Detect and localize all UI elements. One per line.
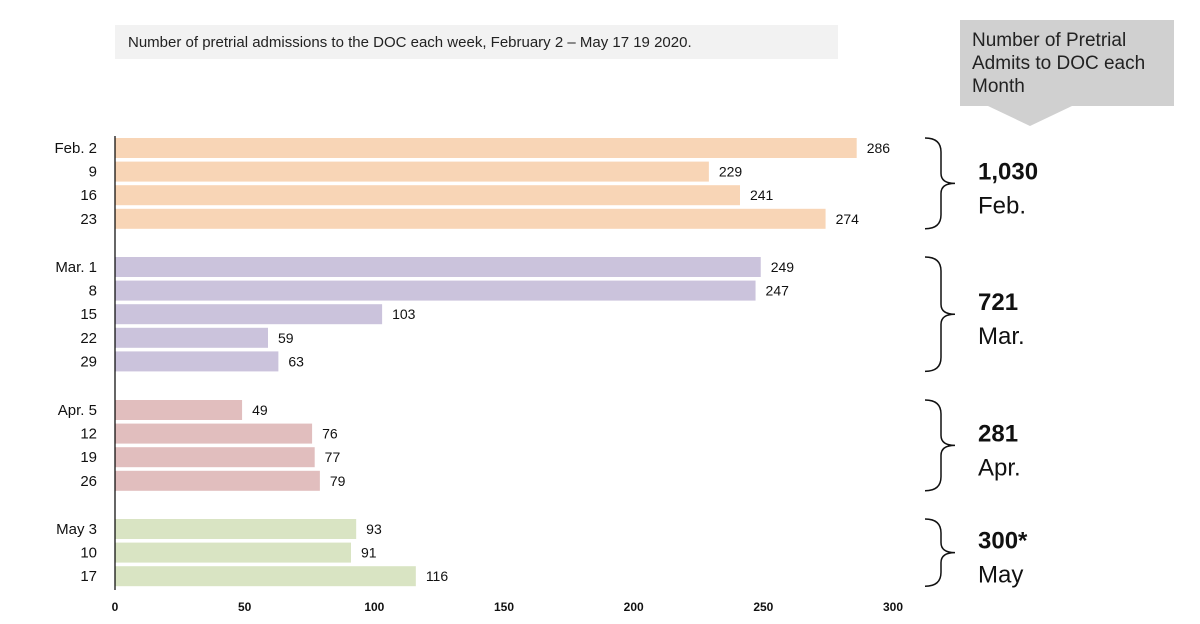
data-label: 103 bbox=[392, 306, 416, 322]
bar-may-3 bbox=[115, 566, 416, 587]
month-total: 281 bbox=[978, 420, 1018, 447]
data-label: 116 bbox=[426, 568, 449, 584]
month-name: Feb. bbox=[978, 192, 1026, 219]
month-total: 721 bbox=[978, 289, 1018, 316]
category-label: 29 bbox=[80, 353, 97, 370]
month-name: May bbox=[978, 562, 1023, 589]
x-tick-label: 100 bbox=[364, 600, 384, 614]
data-label: 91 bbox=[361, 545, 377, 561]
category-label: 17 bbox=[80, 568, 97, 585]
callout-text: Number of Pretrial Admits to DOC each Mo… bbox=[972, 30, 1146, 97]
x-tick-label: 300 bbox=[883, 600, 903, 614]
bar-mar-1 bbox=[115, 257, 761, 277]
callout-arrow bbox=[988, 106, 1072, 126]
bar-may-2 bbox=[115, 542, 351, 563]
data-label: 286 bbox=[867, 140, 891, 156]
brace-apr bbox=[924, 399, 956, 492]
data-label: 247 bbox=[766, 283, 790, 299]
data-label: 76 bbox=[322, 426, 338, 442]
category-label: Apr. 5 bbox=[58, 402, 97, 419]
month-total: 1,030 bbox=[978, 158, 1038, 185]
data-label: 274 bbox=[836, 211, 860, 227]
bar-may-1 bbox=[115, 519, 357, 539]
category-label: 12 bbox=[80, 426, 97, 443]
bar-apr-2 bbox=[115, 423, 313, 444]
bar-mar-4 bbox=[115, 327, 269, 348]
category-label: 9 bbox=[89, 164, 97, 181]
brace-mar bbox=[924, 256, 956, 373]
bar-mar-5 bbox=[115, 351, 279, 372]
data-label: 49 bbox=[252, 402, 268, 418]
category-label: 26 bbox=[80, 473, 97, 490]
x-tick-label: 150 bbox=[494, 600, 514, 614]
bar-apr-1 bbox=[115, 400, 243, 420]
chart-title-box: Number of pretrial admissions to the DOC… bbox=[115, 25, 838, 59]
bar-feb-1 bbox=[115, 138, 857, 158]
data-label: 63 bbox=[288, 353, 304, 369]
x-tick-label: 50 bbox=[238, 600, 252, 614]
bar-apr-4 bbox=[115, 470, 320, 491]
category-label: 15 bbox=[80, 306, 97, 323]
bar-mar-2 bbox=[115, 280, 756, 301]
brace-may bbox=[924, 518, 956, 587]
monthly-callout: Number of Pretrial Admits to DOC each Mo… bbox=[960, 20, 1174, 128]
bar-feb-4 bbox=[115, 208, 826, 229]
brace-feb bbox=[924, 137, 956, 230]
x-tick-label: 250 bbox=[753, 600, 773, 614]
category-label: Feb. 2 bbox=[54, 140, 97, 157]
category-label: 23 bbox=[80, 211, 97, 228]
bar-feb-2 bbox=[115, 161, 709, 182]
bar-feb-3 bbox=[115, 185, 740, 206]
category-label: 10 bbox=[80, 545, 97, 562]
category-label: Mar. 1 bbox=[55, 259, 97, 276]
bar-mar-3 bbox=[115, 304, 383, 325]
callout-box bbox=[960, 20, 1174, 106]
month-name: Apr. bbox=[978, 454, 1021, 481]
category-label: 16 bbox=[80, 187, 97, 204]
chart-title: Number of pretrial admissions to the DOC… bbox=[128, 34, 692, 51]
category-label: 19 bbox=[80, 449, 97, 466]
data-label: 229 bbox=[719, 164, 743, 180]
data-label: 77 bbox=[325, 449, 341, 465]
x-tick-label: 0 bbox=[112, 600, 119, 614]
data-label: 249 bbox=[771, 259, 795, 275]
data-label: 241 bbox=[750, 187, 774, 203]
x-tick-label: 200 bbox=[624, 600, 644, 614]
month-name: Mar. bbox=[978, 323, 1025, 350]
category-label: 8 bbox=[89, 283, 97, 300]
category-label: 22 bbox=[80, 330, 97, 347]
bar-apr-3 bbox=[115, 447, 315, 468]
data-label: 59 bbox=[278, 330, 294, 346]
month-total: 300* bbox=[978, 528, 1028, 555]
data-label: 93 bbox=[366, 521, 382, 537]
data-label: 79 bbox=[330, 473, 346, 489]
category-label: May 3 bbox=[56, 521, 97, 538]
